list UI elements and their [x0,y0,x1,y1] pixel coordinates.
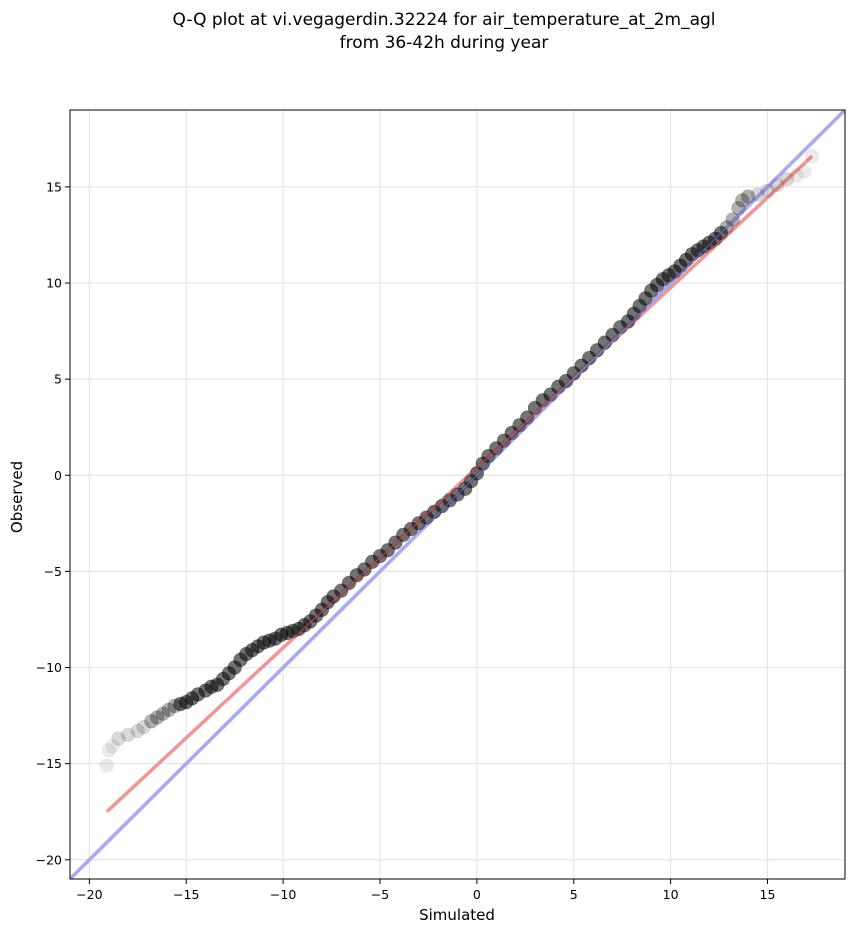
x-tick-label: −5 [371,887,389,902]
y-axis-label: Observed [8,461,26,533]
x-tick-label: −20 [76,887,102,902]
scatter-point [740,189,756,204]
x-tick-label: 5 [570,887,578,902]
chart-title-line-2: from 36-42h during year [340,33,549,53]
scatter-point [144,714,159,729]
scatter-point [111,731,126,746]
scatter-point [105,739,120,754]
scatter-point [713,225,729,241]
scatter-point [149,710,165,725]
y-tick-label: −15 [36,756,62,771]
y-tick-label: 10 [46,276,62,291]
y-tick-label: 0 [54,468,62,483]
scatter-point [797,164,812,179]
fit-line [105,154,814,814]
scatter-point [804,148,820,164]
fit-line-overlay [106,155,813,813]
y-tick-label: −20 [36,852,62,867]
scatter-point [731,200,746,216]
scatter-point [789,168,804,183]
scatter-point [725,212,740,227]
scatter-point [130,723,146,739]
x-tick-label: 15 [760,887,776,902]
scatter-point [101,742,116,758]
scatter-point [155,706,171,721]
grid-lines [70,110,845,879]
plot-area [70,110,845,879]
scatter-point [779,172,795,187]
y-tick-label: 5 [54,372,62,387]
x-axis-label: Simulated [419,906,495,924]
x-tick-label: 0 [473,887,481,902]
scatter-point [136,719,151,735]
chart-title-line-1: Q-Q plot at vi.vegagerdin.32224 for air_… [172,10,715,30]
scatter-point [735,193,750,208]
x-tick-label: 10 [663,887,679,902]
y-tick-label: −5 [44,564,62,579]
scatter-point [719,220,735,235]
axis-ticks: −20 −15 −10 −5 0 5 10 15 −20 −15 −10 −5 0 5 10 15 [36,179,776,902]
y-tick-label: −10 [36,660,62,675]
x-tick-label: −10 [270,887,296,902]
scatter-point [99,758,115,773]
y-tick-label: 15 [46,179,62,194]
scatter-point [120,727,136,743]
scatter-point [760,183,775,198]
scatter-point [769,177,785,193]
scatter-point [520,410,535,425]
scatter-point [161,702,177,718]
scatter-point [750,187,766,202]
plot-frame [69,109,846,880]
x-tick-label: −15 [173,887,199,902]
identity-line-overlay [70,110,845,879]
